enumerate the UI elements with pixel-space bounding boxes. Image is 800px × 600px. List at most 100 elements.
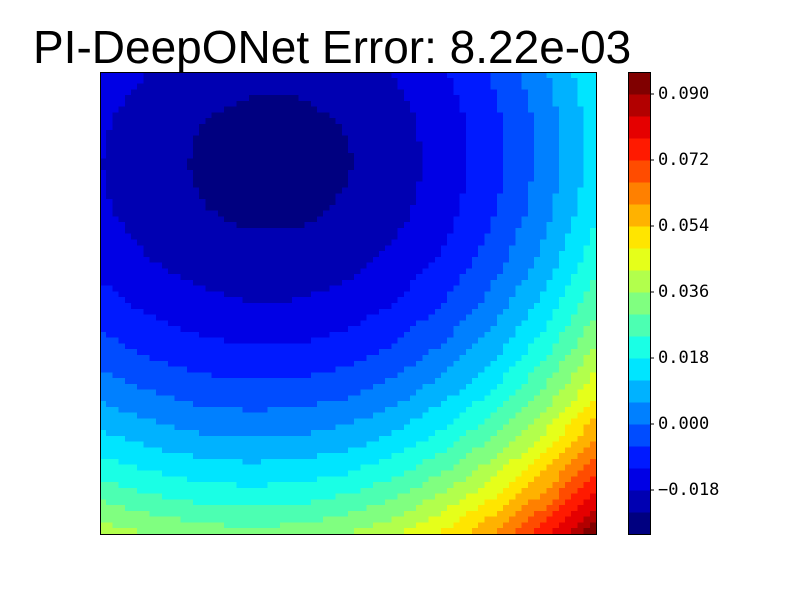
contour-cell — [162, 378, 169, 385]
contour-cell — [354, 418, 361, 425]
contour-cell — [422, 170, 430, 177]
contour-cell — [211, 118, 219, 125]
contour-cell — [261, 360, 268, 368]
contour-cell — [310, 395, 318, 402]
contour-cell — [509, 239, 516, 246]
contour-cell — [583, 100, 591, 108]
contour-cell — [230, 366, 237, 373]
contour-cell — [255, 268, 262, 275]
contour-cell — [484, 135, 492, 142]
contour-cell — [509, 222, 516, 229]
contour-cell — [137, 112, 144, 119]
contour-cell — [149, 378, 157, 385]
contour-cell — [379, 401, 386, 408]
contour-cell — [261, 89, 268, 96]
contour-cell — [255, 343, 262, 350]
contour-cell — [552, 349, 560, 356]
contour-cell — [503, 274, 510, 281]
contour-cell — [273, 175, 281, 183]
contour-cell — [453, 303, 461, 310]
contour-cell — [304, 279, 312, 287]
contour-cell — [255, 424, 262, 431]
contour-cell — [503, 175, 510, 183]
contour-cell — [453, 216, 461, 223]
contour-cell — [422, 308, 430, 316]
contour-cell — [459, 424, 467, 431]
contour-cell — [366, 216, 374, 223]
contour-cell — [403, 424, 411, 431]
contour-cell — [168, 222, 175, 229]
contour-cell — [186, 274, 194, 281]
contour-cell — [416, 112, 423, 119]
contour-cell — [372, 89, 380, 96]
contour-cell — [391, 222, 399, 229]
contour-cell — [255, 135, 262, 142]
contour-cell — [372, 314, 380, 321]
contour-cell — [397, 199, 405, 206]
contour-cell — [155, 326, 163, 333]
contour-cell — [558, 337, 566, 345]
contour-cell — [410, 135, 417, 142]
contour-cell — [434, 152, 442, 160]
contour-cell — [168, 389, 175, 396]
contour-cell — [558, 366, 566, 373]
contour-cell — [360, 395, 368, 402]
contour-cell — [379, 285, 386, 293]
contour-cell — [310, 401, 318, 408]
contour-cell — [447, 395, 454, 402]
contour-cell — [397, 129, 405, 137]
contour-cell — [428, 199, 436, 206]
contour-cell — [459, 297, 467, 304]
contour-cell — [224, 89, 231, 96]
contour-cell — [546, 135, 554, 142]
contour-cell — [521, 251, 529, 258]
contour-cell — [242, 406, 250, 414]
contour-cell — [124, 135, 132, 142]
contour-cell — [459, 118, 467, 125]
contour-cell — [286, 187, 293, 194]
contour-cell — [193, 354, 200, 362]
contour-cell — [478, 141, 485, 148]
contour-cell — [416, 406, 423, 414]
contour-cell — [391, 314, 399, 321]
contour-cell — [298, 308, 306, 316]
contour-cell — [459, 129, 467, 137]
contour-cell — [124, 366, 132, 373]
contour-cell — [521, 170, 529, 177]
contour-cell — [323, 378, 330, 385]
contour-cell — [255, 372, 262, 379]
contour-cell — [323, 354, 330, 362]
contour-cell — [230, 233, 237, 241]
contour-cell — [149, 175, 157, 183]
contour-cell — [168, 216, 175, 223]
contour-cell — [186, 326, 194, 333]
contour-cell — [248, 210, 256, 217]
contour-cell — [279, 354, 287, 362]
contour-cell — [335, 204, 343, 212]
contour-cell — [360, 435, 368, 443]
contour-cell — [149, 187, 157, 194]
contour-cell — [292, 129, 299, 137]
contour-cell — [193, 77, 200, 85]
contour-cell — [565, 135, 572, 142]
contour-cell — [217, 435, 225, 443]
contour-cell — [385, 303, 392, 310]
contour-cell — [255, 193, 262, 200]
contour-cell — [149, 418, 157, 425]
contour-cell — [354, 326, 361, 333]
contour-cell — [552, 274, 560, 281]
contour-cell — [428, 430, 436, 437]
contour-cell — [230, 193, 237, 200]
contour-cell — [298, 89, 306, 96]
contour-cell — [397, 89, 405, 96]
contour-cell — [348, 268, 355, 275]
contour-cell — [453, 170, 461, 177]
contour-cell — [571, 100, 578, 108]
contour-cell — [211, 233, 219, 241]
contour-cell — [546, 279, 554, 287]
contour-cell — [509, 274, 516, 281]
contour-cell — [335, 297, 343, 304]
contour-cell — [180, 337, 188, 345]
contour-cell — [193, 366, 200, 373]
contour-cell — [534, 129, 541, 137]
